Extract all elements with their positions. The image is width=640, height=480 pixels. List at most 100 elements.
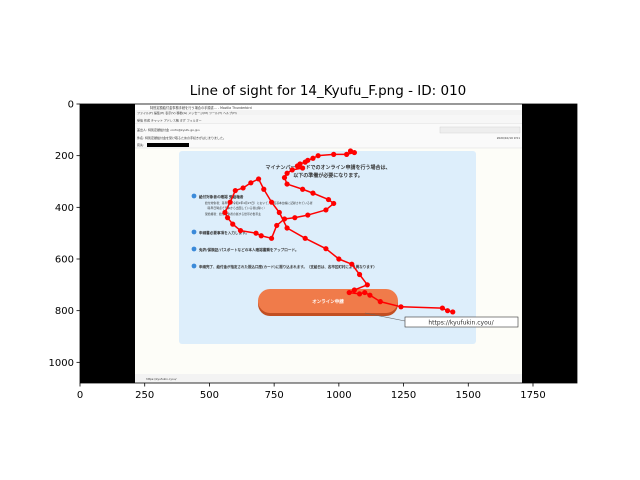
tooltip-pointer <box>364 312 406 322</box>
gaze-fixation-point <box>315 153 321 159</box>
gaze-fixation-point <box>310 155 316 161</box>
chart-title: Line of sight for 14_Kyufu_F.png - ID: 0… <box>190 83 467 99</box>
gaze-fixation-point <box>230 221 236 227</box>
gaze-fixation-point <box>232 187 238 194</box>
gaze-fixation-point <box>268 235 275 241</box>
window-title: 特別定額給付金事務手続を行う場合の手順書… - Mozilla Thunderb… <box>150 105 252 110</box>
gaze-fixation-point <box>300 165 306 171</box>
step1-body-2: （基準日時点で日本から出国している者は除く） <box>205 206 266 210</box>
gaze-fixation-point <box>300 186 306 192</box>
to-line: 宛先: <box>137 142 144 147</box>
x-tick-label: 1750 <box>520 390 545 401</box>
gaze-fixation-point <box>323 246 329 252</box>
gaze-fixation-point <box>336 256 342 262</box>
redacted-recipient <box>147 143 189 147</box>
gaze-fixation-point <box>305 212 311 218</box>
subject-line: 件名: 特別定額給付金を受け取るための手続きがはじまりました。 <box>137 135 226 140</box>
url-tooltip-text: https://kyufukin.cyou/ <box>428 320 494 327</box>
online-apply-button <box>258 289 398 313</box>
step3-bullet <box>191 246 197 252</box>
gaze-fixation-point <box>253 230 259 236</box>
y-axis: 0 200 400 600 800 1000 <box>49 100 80 369</box>
gaze-fixation-point <box>331 151 337 157</box>
x-tick-label: 0 <box>77 390 83 401</box>
gaze-fixation-point <box>294 163 301 169</box>
gaze-fixation-point <box>292 215 298 221</box>
gaze-fixation-point <box>281 216 288 222</box>
gaze-fixation-point <box>325 196 332 203</box>
toolbar-items: 受信 作成 チャット アドレス帳 タグ フィルター <box>137 118 202 123</box>
gaze-fixation-point <box>351 149 357 156</box>
gaze-fixation-point <box>331 200 337 207</box>
gaze-fixation-point <box>351 287 357 293</box>
gaze-fixation-point <box>281 175 288 181</box>
y-tick-label: 1000 <box>49 358 74 369</box>
stimulus-image: 特別定額給付金事務手続を行う場合の手順書… - Mozilla Thunderb… <box>80 104 577 383</box>
gaze-fixation-point <box>444 308 451 314</box>
menu-items: ファイル(F) 編集(E) 表示(V) 移動(G) メッセージ(M) ツール(T… <box>137 110 237 115</box>
gaze-path-layer <box>222 148 456 315</box>
gaze-fixation-point <box>367 292 373 298</box>
url-tooltip <box>404 316 519 328</box>
gaze-fixation-point <box>310 190 316 196</box>
gaze-fixation-point <box>237 227 244 234</box>
gaze-fixation-point <box>284 225 290 231</box>
gaze-fixation-point <box>258 233 264 239</box>
gaze-fixation-point <box>222 209 228 216</box>
plot-frame <box>79 103 578 384</box>
gaze-fixation-point <box>377 299 383 305</box>
step1-body-1: 給付対象者：基準日（令和2年4月27日）において、住民基本台帳に記録されている者 <box>205 201 313 205</box>
gaze-fixation-point <box>344 151 350 157</box>
gaze-fixation-point <box>450 309 456 315</box>
letterbox-right <box>522 104 577 383</box>
x-tick-label: 250 <box>135 390 154 401</box>
gaze-fixation-point <box>284 181 290 187</box>
from-line: 差出人: 特別定額給付金 <info@kyufu.go.jp> <box>137 127 201 132</box>
x-tick-label: 1500 <box>456 390 481 401</box>
gaze-fixation-point <box>364 282 370 288</box>
gaze-fixation-point <box>276 209 282 216</box>
toolbar <box>135 115 522 124</box>
gaze-fixation-point <box>289 167 295 173</box>
gaze-fixation-point <box>261 186 267 192</box>
x-tick-label: 500 <box>200 390 219 401</box>
step2-text: 申請書必要事項を入力します。 <box>199 230 249 235</box>
gaze-fixation-point <box>356 291 363 297</box>
reply-buttons <box>439 126 521 134</box>
step4-text: 申請完了、給付金が指定された振込口座(カード)に振り込まれます。（支給日は、各市… <box>199 264 377 269</box>
gaze-fixation-point <box>398 304 404 310</box>
menu-bar <box>135 110 522 115</box>
gaze-fixation-point <box>284 170 290 176</box>
window-titlebar <box>135 104 522 110</box>
gaze-fixation-point <box>227 199 233 205</box>
y-tick-label: 400 <box>55 203 74 214</box>
gaze-fixation-point <box>349 261 355 267</box>
x-tick-label: 1000 <box>326 390 351 401</box>
y-tick-label: 200 <box>55 151 74 162</box>
gaze-fixation-point <box>346 289 352 296</box>
step1-body-3: 受給権者：給付対象者の属する世帯の世帯主 <box>205 212 261 216</box>
step4-bullet <box>191 263 197 269</box>
card-heading-2: 以下の準備が必要になります。 <box>293 172 363 179</box>
step3-text: 免許/保険証/パスポートなどの本人確認書類をアップロード。 <box>199 247 299 252</box>
gaze-fixation-point <box>224 215 231 221</box>
card-heading-1: マイナンバーカードでのオンライン申請を行う場合は、 <box>266 164 391 171</box>
gaze-fixation-point <box>274 222 280 229</box>
y-tick-label: 800 <box>55 306 74 317</box>
gaze-fixation-point <box>302 235 308 241</box>
x-tick-label: 1250 <box>391 390 416 401</box>
gaze-fixation-point <box>323 207 329 213</box>
letterbox-left <box>80 104 135 383</box>
step1-bullet <box>191 193 197 199</box>
x-axis: 0 250 500 750 1000 1250 1500 1750 <box>77 383 546 401</box>
x-tick-label: 750 <box>265 390 284 401</box>
gaze-fixation-point <box>302 159 308 165</box>
y-tick-label: 0 <box>68 100 74 111</box>
gaze-fixation-point <box>356 271 363 278</box>
step2-bullet <box>191 229 197 235</box>
gaze-fixation-point <box>248 180 254 186</box>
status-bar-url: https://kyufukin.cyou/ <box>146 377 176 381</box>
gaze-fixation-point <box>362 289 368 296</box>
gaze-fixation-point <box>439 305 445 311</box>
